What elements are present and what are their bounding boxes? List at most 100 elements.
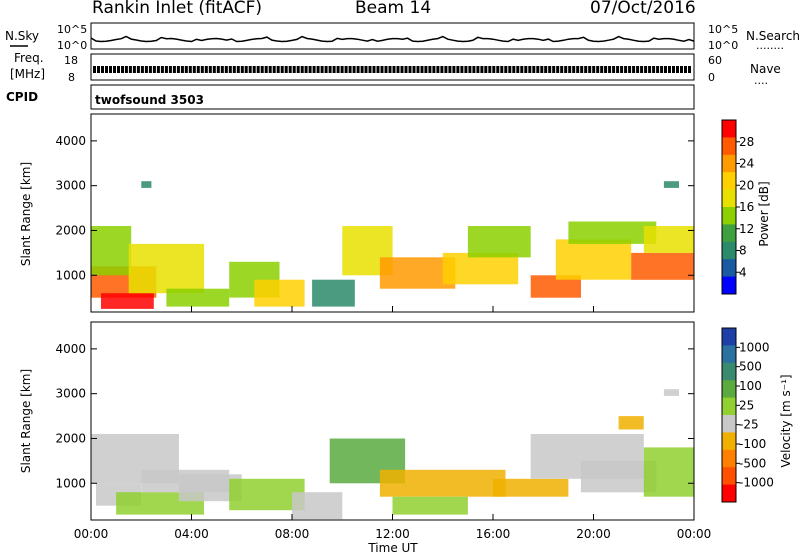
freq-bar-dash — [528, 66, 532, 73]
freq-bar-dash — [652, 66, 656, 73]
freq-bar-dash — [656, 66, 660, 73]
freq-bar-dash — [396, 66, 400, 73]
x-tick-label: 12:00 — [375, 527, 410, 541]
freq-bar-dash — [176, 66, 180, 73]
velocity-cbar-tick-label: -100 — [739, 437, 766, 451]
x-axis-ticks: 00:00 04:00 08:00 12:00 16:00 20:00 00:00 — [74, 306, 711, 541]
freq-bar-dash — [564, 66, 568, 73]
freq-bar-dash — [376, 66, 380, 73]
velocity-cbar-segment — [722, 345, 736, 364]
power-cell — [254, 279, 305, 307]
nsky-label: N.Sky — [5, 29, 39, 43]
freq-bar-dash — [101, 66, 104, 73]
power-cell — [101, 293, 154, 309]
velocity-cell — [292, 492, 343, 520]
freq-bar-dash — [476, 66, 480, 73]
power-cbar-segment — [722, 172, 736, 191]
freq-bar-dash — [400, 66, 404, 73]
freq-bar-dash — [256, 66, 260, 73]
freq-bar-dash — [556, 66, 560, 73]
cpid-label: CPID — [6, 90, 38, 104]
velocity-ytick-label: 2000 — [55, 431, 86, 445]
freq-bar-dash — [264, 66, 268, 73]
velocity-cbar-segment — [722, 328, 736, 346]
freq-bar-dash — [180, 66, 184, 73]
freq-bar-dash — [520, 66, 524, 73]
freq-bar-dash — [244, 66, 248, 73]
freq-bar-dash — [584, 66, 588, 73]
freq-bar-dash — [436, 66, 440, 73]
freq-bar-dash — [608, 66, 612, 73]
freq-bar-dash — [97, 66, 100, 73]
freq-bar-dash — [292, 66, 296, 73]
freq-bar-dash — [596, 66, 600, 73]
freq-bar-dash — [172, 66, 176, 73]
freq-bar-dash — [340, 66, 344, 73]
velocity-y-ticks: 4000 3000 2000 1000 — [55, 342, 694, 490]
freq-tick-bottom: 8 — [68, 71, 75, 84]
freq-bar-dash — [344, 66, 348, 73]
velocity-cbar-tick-label: -25 — [739, 418, 759, 432]
velocity-ytick-label: 4000 — [55, 342, 86, 356]
freq-bar-dash — [196, 66, 200, 73]
freq-bar-dash — [288, 66, 292, 73]
velocity-cbar-segment — [722, 362, 736, 381]
freq-bar-dash — [212, 66, 216, 73]
power-cbar-tick-label: 24 — [739, 157, 754, 171]
velocity-cbar-tick-label: -1000 — [739, 476, 774, 490]
freq-strip-frame — [90, 53, 695, 81]
freq-bar-dash — [604, 66, 608, 73]
power-y-ticks: 4000 3000 2000 1000 — [55, 134, 694, 282]
nave-label: Nave — [750, 62, 781, 76]
nsearch-label: N.Search — [746, 29, 800, 43]
freq-bar-dash — [364, 66, 368, 73]
freq-bar-dash — [284, 66, 288, 73]
freq-bar-dash — [208, 66, 212, 73]
power-cell — [166, 288, 230, 307]
freq-bar-dash — [552, 66, 556, 73]
freq-bar-dash — [548, 66, 552, 73]
power-cell — [128, 243, 205, 294]
nsky-tick-top: 10^5 — [57, 23, 87, 36]
freq-bar-dash — [420, 66, 424, 73]
power-cbar-segment — [722, 276, 736, 295]
x-tick-label: 04:00 — [174, 527, 209, 541]
freq-bar-dash — [492, 66, 496, 73]
power-heatmap — [91, 181, 695, 309]
power-cell — [568, 221, 657, 244]
x-tick-label: 16:00 — [476, 527, 511, 541]
power-ylabel: Slant Range [km] — [19, 162, 33, 266]
power-cbar-segment — [722, 259, 736, 278]
power-cbar-segment — [722, 189, 736, 208]
power-cbar-segment — [722, 207, 736, 225]
power-cbar-tick-label: 4 — [739, 265, 747, 279]
freq-bar-dash — [228, 66, 232, 73]
power-cbar-tick-label: 12 — [739, 222, 754, 236]
x-axis-label: Time UT — [367, 541, 418, 554]
freq-bar-dash — [576, 66, 580, 73]
nsearch-tick-top: 10^5 — [708, 23, 738, 36]
freq-bar-dash — [512, 66, 516, 73]
freq-bar-dash — [224, 66, 228, 73]
nave-tick-top: 60 — [708, 54, 722, 67]
freq-bar-dash — [408, 66, 412, 73]
freq-bar-dash — [536, 66, 540, 73]
power-cbar-tick-label: 8 — [739, 244, 747, 258]
freq-bar-dash — [316, 66, 320, 73]
velocity-cell — [493, 478, 569, 497]
cpid-text: twofsound 3503 — [95, 93, 204, 107]
freq-bar-dash — [296, 66, 300, 73]
freq-bar-dash — [544, 66, 548, 73]
freq-bar-dash — [117, 66, 120, 73]
freq-bar-dash — [320, 66, 324, 73]
freq-bar-dash — [432, 66, 436, 73]
freq-bar-dash — [388, 66, 392, 73]
freq-bar-dash — [272, 66, 276, 73]
power-cell — [631, 252, 694, 280]
nsky-strip-frame — [90, 22, 695, 50]
nsearch-tick-bottom: 10^0 — [708, 39, 738, 52]
freq-bar-dash — [464, 66, 468, 73]
velocity-cbar-segment — [722, 380, 736, 399]
freq-bar-dash — [380, 66, 384, 73]
freq-bar-dash — [516, 66, 520, 73]
